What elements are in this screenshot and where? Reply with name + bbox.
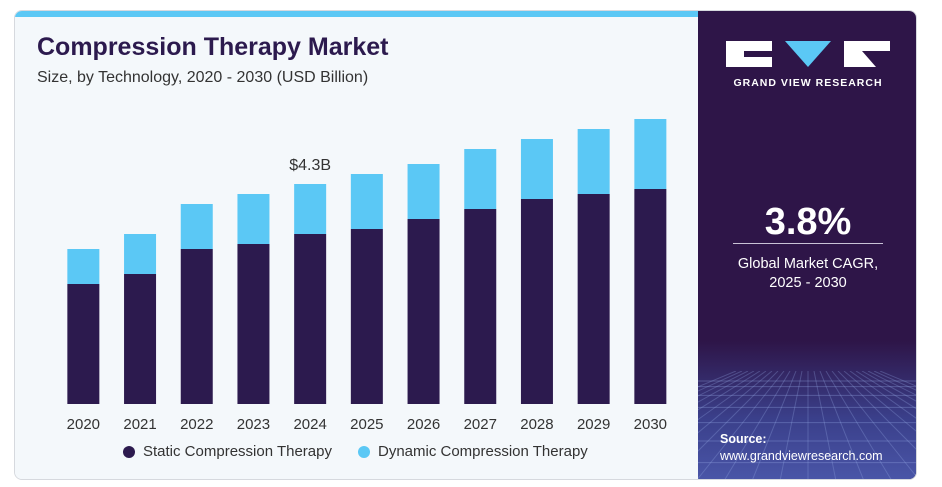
- x-tick-label-2022: 2022: [180, 416, 213, 433]
- source-note: Source: www.grandviewresearch.com: [720, 431, 883, 465]
- cagr-value: 3.8%: [764, 201, 852, 243]
- bar-dynamic-2028: [520, 139, 553, 199]
- bar-static-2027: [464, 209, 497, 404]
- brand-logo: GRAND VIEW RESEARCH: [726, 39, 890, 89]
- x-tick-label-2021: 2021: [123, 416, 156, 433]
- x-tick-label-2030: 2030: [634, 416, 667, 433]
- panel-gradient: [698, 341, 916, 479]
- bar-static-2020: [67, 284, 100, 404]
- x-tick-label-2026: 2026: [407, 416, 440, 433]
- cagr-label-line2: 2025 - 2030: [769, 275, 847, 291]
- legend-label-static: Static Compression Therapy: [143, 443, 332, 460]
- legend-swatch-dynamic: [357, 445, 370, 458]
- x-tick-label-2027: 2027: [464, 416, 497, 433]
- bar-static-2024: [294, 234, 327, 404]
- bar-static-2028: [520, 199, 553, 404]
- bar-dynamic-2023: [237, 194, 270, 244]
- bar-dynamic-2029: [577, 129, 610, 194]
- legend-item-static: Static Compression Therapy: [123, 443, 332, 460]
- bar-static-2030: [634, 189, 667, 404]
- bar-dynamic-2026: [407, 164, 440, 219]
- brand-logo-mark-icon: [726, 41, 890, 67]
- infographic-card: Compression Therapy Market Size, by Tech…: [14, 10, 917, 480]
- source-label: Source:: [720, 432, 767, 446]
- cagr-label-line1: Global Market CAGR,: [737, 256, 879, 272]
- bar-dynamic-2022: [180, 204, 213, 249]
- bar-dynamic-2021: [124, 234, 157, 274]
- bar-dynamic-2020: [67, 249, 100, 284]
- source-url: www.grandviewresearch.com: [720, 449, 883, 463]
- bar-dynamic-2025: [350, 174, 383, 229]
- x-tick-label-2024: 2024: [293, 416, 326, 433]
- chart-subtitle: Size, by Technology, 2020 - 2030 (USD Bi…: [37, 69, 369, 86]
- bar-static-2021: [124, 274, 157, 404]
- bar-static-2026: [407, 219, 440, 404]
- x-tick-label-2020: 2020: [67, 416, 100, 433]
- bar-dynamic-2024: [294, 184, 327, 234]
- chart-legend: Static Compression Therapy Dynamic Compr…: [123, 443, 614, 460]
- decorative-grid: [698, 371, 916, 479]
- summary-panel: GRAND VIEW RESEARCH 3.8% Global Market C…: [698, 11, 916, 479]
- bar-dynamic-2030: [634, 119, 667, 189]
- bar-static-2023: [237, 244, 270, 404]
- legend-item-dynamic: Dynamic Compression Therapy: [357, 443, 588, 460]
- accent-bar: [15, 11, 698, 17]
- bar-static-2029: [577, 194, 610, 404]
- chart-title: Compression Therapy Market: [37, 33, 389, 61]
- cagr-divider: [733, 243, 883, 244]
- bar-static-2025: [350, 229, 383, 404]
- bar-static-2022: [180, 249, 213, 404]
- brand-name: GRAND VIEW RESEARCH: [733, 77, 883, 89]
- stacked-bar-chart: 2020 2021 2022 2023 2024 $4.3B 2025 2026 2027 202…: [67, 119, 667, 433]
- x-tick-label-2025: 2025: [350, 416, 383, 433]
- x-tick-label-2029: 2029: [577, 416, 610, 433]
- legend-swatch-static: [123, 445, 135, 458]
- chart-panel: Compression Therapy Market Size, by Tech…: [15, 11, 698, 479]
- cagr-label: Global Market CAGR, 2025 - 2030: [698, 255, 916, 293]
- x-tick-label-2028: 2028: [520, 416, 553, 433]
- annotation-label-2024: $4.3B: [289, 157, 331, 174]
- x-tick-label-2023: 2023: [237, 416, 270, 433]
- legend-label-dynamic: Dynamic Compression Therapy: [377, 443, 588, 460]
- bar-dynamic-2027: [464, 149, 497, 209]
